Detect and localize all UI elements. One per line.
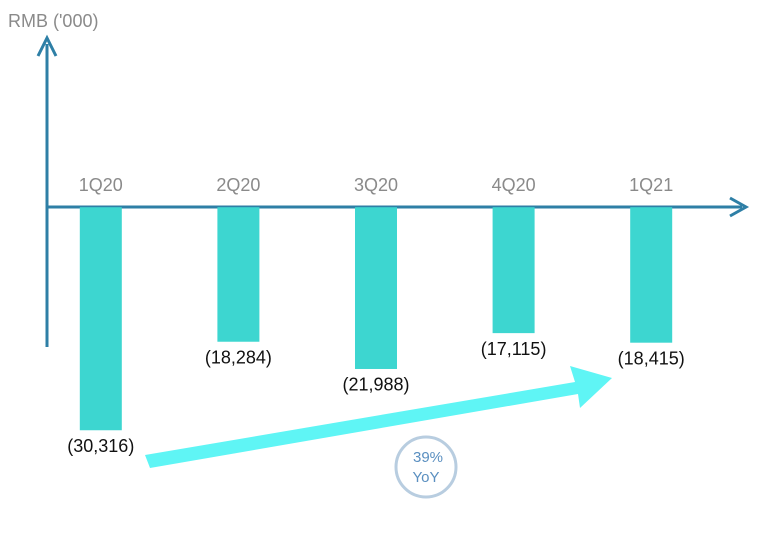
x-tick-label: 1Q21 <box>629 175 673 195</box>
bar <box>79 207 122 431</box>
data-label: (18,284) <box>205 347 272 367</box>
data-label: (17,115) <box>481 339 547 359</box>
x-axis-arrow <box>729 196 750 218</box>
x-tick-label: 4Q20 <box>492 175 536 195</box>
annotation: YoY <box>413 469 440 486</box>
bar <box>355 207 397 369</box>
x-tick-label: 3Q20 <box>354 175 398 195</box>
data-label: (30,316) <box>67 436 134 456</box>
trend-arrow <box>145 366 612 468</box>
annotation: 39% <box>413 449 443 466</box>
data-label: (21,988) <box>342 375 409 395</box>
bar <box>217 207 260 342</box>
x-tick-label: 1Q20 <box>79 175 123 195</box>
x-tick-label: 2Q20 <box>216 175 260 195</box>
bar <box>492 207 535 334</box>
data-label: (18,415) <box>618 348 685 368</box>
axis-label: RMB ('000) <box>8 11 98 31</box>
yoy-badge <box>394 435 458 499</box>
y-axis-arrow <box>36 34 58 57</box>
bar <box>630 207 673 343</box>
